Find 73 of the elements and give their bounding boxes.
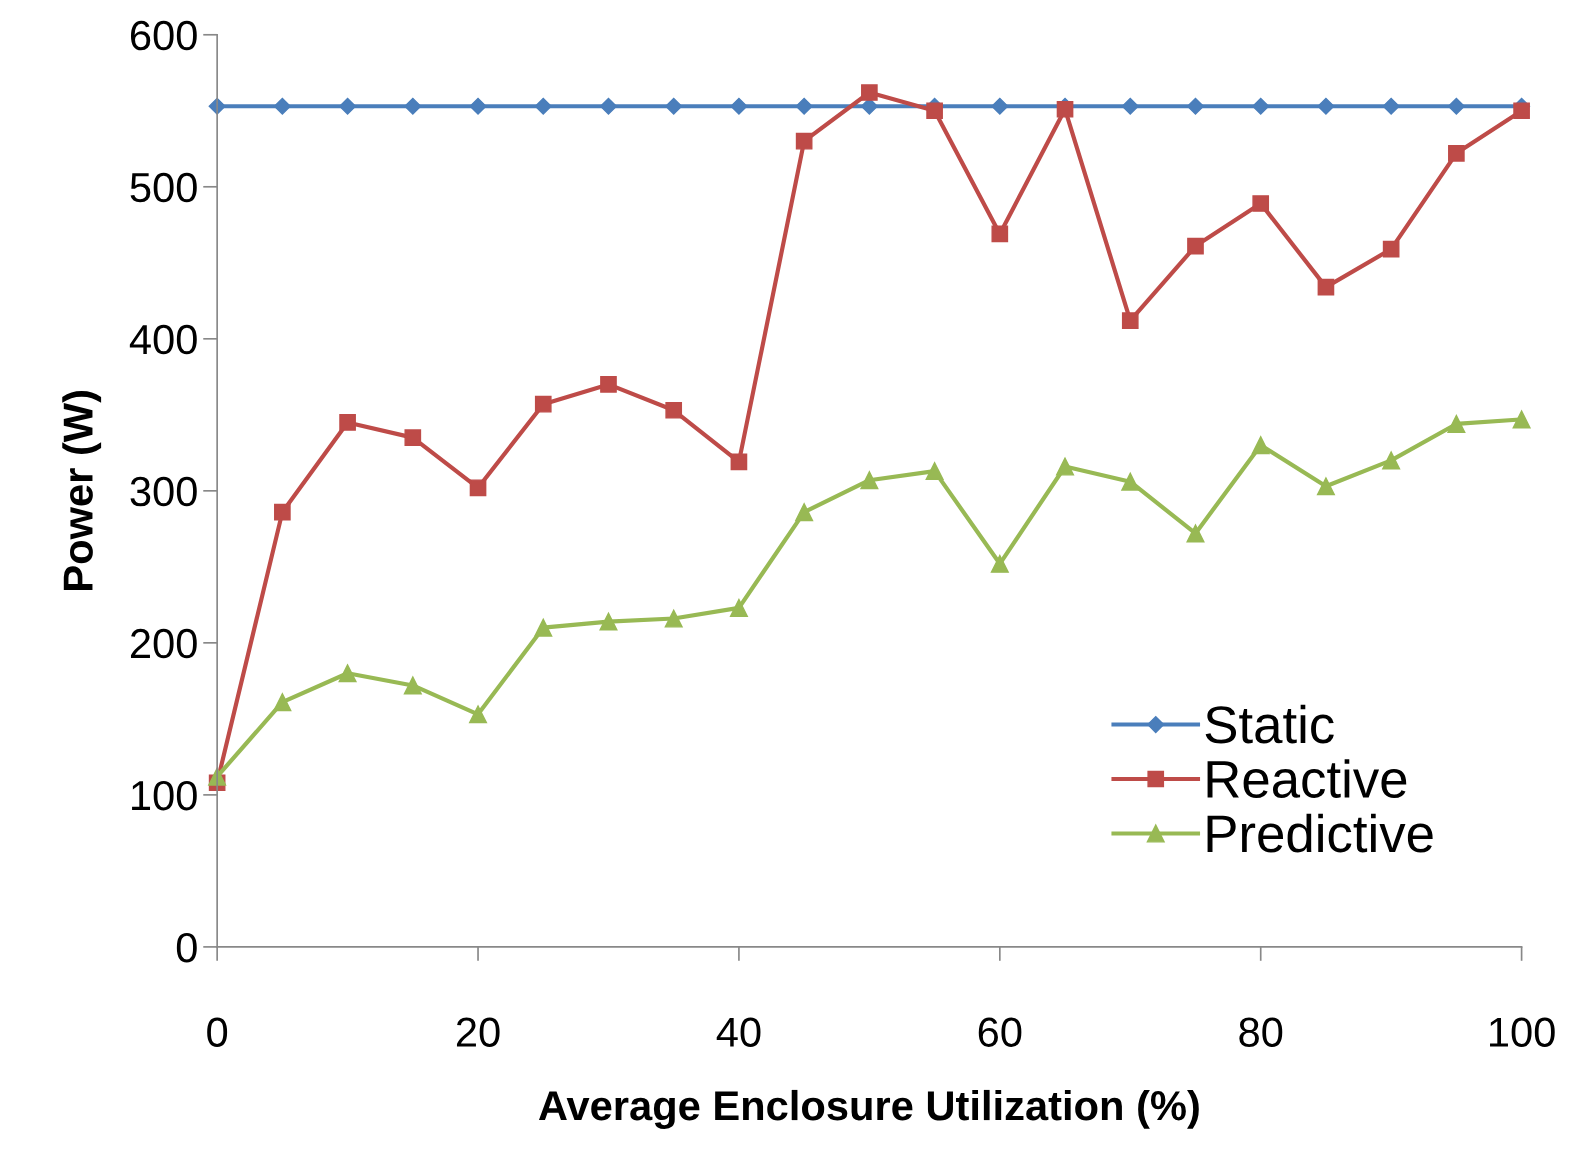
y-tick-label: 100 <box>132 780 197 811</box>
point <box>665 401 683 419</box>
point <box>273 693 292 712</box>
y-tick-label: 400 <box>129 324 197 355</box>
legend-label: Static <box>1205 704 1334 744</box>
point <box>599 612 618 631</box>
point <box>273 97 291 115</box>
x-tick-label: 20 <box>456 1017 500 1047</box>
point <box>469 479 487 497</box>
point <box>795 503 814 522</box>
point <box>274 503 291 521</box>
point <box>925 462 944 481</box>
x-axis-title: Average Enclosure Utilization (%) <box>538 1089 1199 1129</box>
point <box>1056 457 1075 476</box>
point <box>1252 97 1270 115</box>
point <box>795 132 813 150</box>
x-tick-label: 100 <box>1490 1017 1555 1047</box>
y-tick-label: 0 <box>176 932 197 963</box>
point <box>991 225 1009 243</box>
y-tick-label: 600 <box>131 20 197 51</box>
point <box>1382 451 1401 470</box>
point <box>338 664 357 683</box>
x-tick-label: 60 <box>978 1017 1022 1047</box>
point <box>1447 414 1466 433</box>
point <box>926 102 943 120</box>
point <box>1251 436 1270 455</box>
point <box>339 414 356 431</box>
point <box>404 97 422 115</box>
point <box>1317 97 1335 115</box>
point <box>1252 195 1270 212</box>
point <box>1186 524 1205 543</box>
legend-label: Reactive <box>1207 759 1407 799</box>
point <box>1513 102 1530 120</box>
y-axis-title: Power (W) <box>62 391 102 590</box>
point <box>990 554 1009 573</box>
y-tick-label: 300 <box>130 476 197 507</box>
point <box>469 705 488 724</box>
point <box>1317 278 1335 296</box>
point <box>730 453 748 471</box>
point <box>1382 240 1400 258</box>
point <box>664 609 683 628</box>
point <box>1512 410 1531 429</box>
x-tick-label: 0 <box>207 1017 228 1047</box>
point <box>1448 145 1465 162</box>
point <box>1121 472 1140 491</box>
x-tick-label: 80 <box>1239 1017 1283 1047</box>
point <box>1186 97 1205 115</box>
point <box>665 97 683 115</box>
point <box>1121 312 1139 329</box>
point <box>1121 97 1139 115</box>
point <box>991 97 1009 115</box>
point <box>1187 237 1204 255</box>
point <box>729 598 748 617</box>
point <box>730 97 748 115</box>
x-tick-label: 40 <box>716 1017 761 1047</box>
point <box>1316 477 1335 496</box>
point <box>1382 97 1400 115</box>
y-tick-label: 500 <box>130 172 197 203</box>
point <box>861 84 878 101</box>
point <box>534 618 553 637</box>
point <box>534 97 552 115</box>
point <box>860 471 879 490</box>
point <box>339 97 357 115</box>
y-tick-label: 200 <box>130 628 197 659</box>
point <box>795 97 813 115</box>
point <box>403 676 422 695</box>
point <box>600 376 617 393</box>
point <box>404 429 422 446</box>
legend-label: Predictive <box>1207 813 1433 853</box>
point <box>469 97 487 115</box>
point <box>534 395 552 413</box>
point <box>599 97 618 115</box>
point <box>1447 97 1465 115</box>
